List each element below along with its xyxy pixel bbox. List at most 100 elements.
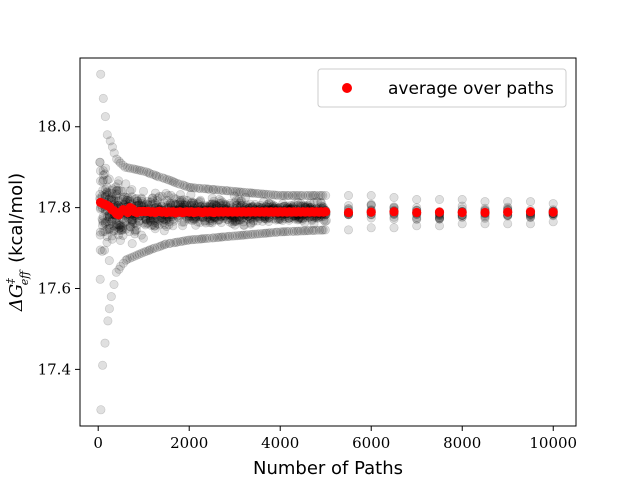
sample-point (309, 198, 319, 208)
sample-point (293, 198, 303, 208)
sample-point (200, 234, 210, 244)
sample-point (96, 176, 106, 186)
sample-point (276, 227, 286, 237)
sample-point (257, 189, 267, 199)
sample-point (164, 220, 174, 230)
sample-point (209, 233, 219, 243)
sample-point (175, 190, 185, 200)
sample-point (320, 225, 330, 235)
sample-point (246, 230, 256, 240)
sample-point (131, 225, 141, 235)
sample-point (100, 217, 110, 227)
sample-point (125, 222, 135, 232)
sample-point (175, 195, 185, 205)
sample-point (234, 195, 244, 205)
sample-point (178, 236, 188, 246)
sample-point (187, 235, 197, 245)
sample-point (139, 166, 149, 176)
sample-point (209, 196, 219, 206)
sample-point (228, 186, 238, 196)
sample-point (155, 241, 165, 251)
sample-point (112, 186, 122, 196)
sample-point (102, 175, 112, 185)
sample-point (134, 216, 144, 226)
sample-point (148, 196, 158, 206)
average-point (503, 207, 513, 217)
sample-point (412, 221, 422, 231)
sample-point (127, 185, 137, 195)
sample-point (113, 179, 123, 189)
sample-point (162, 222, 172, 232)
sample-point (152, 171, 162, 181)
sample-point (107, 186, 117, 196)
sample-point (108, 184, 118, 194)
sample-point (208, 216, 218, 226)
sample-point (266, 190, 276, 200)
average-point (389, 207, 399, 217)
sample-point (145, 245, 155, 255)
sample-point (194, 197, 204, 207)
sample-point (134, 249, 144, 259)
average-point (457, 207, 467, 218)
sample-point (132, 250, 142, 260)
sample-point (259, 189, 269, 199)
sample-point (162, 195, 172, 205)
sample-point (218, 198, 228, 208)
sample-point (343, 225, 353, 235)
sample-point (195, 183, 205, 193)
sample-point (153, 193, 163, 203)
sample-point (279, 227, 289, 237)
sample-point (109, 226, 119, 236)
x-tick-label: 0 (93, 434, 103, 452)
sample-point (102, 211, 112, 221)
sample-point (343, 191, 353, 201)
sample-point (114, 223, 124, 233)
sample-point (98, 93, 108, 103)
sample-point (309, 219, 319, 229)
sample-point (248, 217, 258, 227)
sample-point (144, 168, 154, 178)
sample-point (100, 226, 110, 236)
sample-point (98, 177, 108, 187)
sample-point (163, 191, 173, 201)
average-point (480, 207, 490, 218)
sample-point (169, 238, 179, 248)
sample-point (321, 191, 331, 201)
sample-point (114, 185, 124, 195)
sample-point (320, 216, 330, 226)
sample-point (98, 360, 108, 370)
plot-frame (79, 57, 577, 427)
sample-point (107, 231, 117, 241)
sample-point (151, 170, 161, 180)
sample-point (118, 221, 128, 231)
sample-point (230, 217, 240, 227)
sample-point (136, 166, 146, 176)
sample-point (104, 188, 114, 198)
sample-point (179, 217, 189, 227)
sample-point (104, 223, 114, 233)
sample-point (289, 226, 299, 236)
sample-point (102, 225, 112, 235)
sample-point (212, 233, 222, 243)
sample-point (126, 222, 136, 232)
sample-point (268, 228, 278, 238)
x-tick-label: 8000 (443, 434, 481, 452)
sample-point (186, 190, 196, 200)
sample-point (116, 226, 126, 236)
sample-point (115, 222, 125, 232)
sample-point (111, 218, 121, 228)
sample-point (261, 189, 271, 199)
sample-point (159, 217, 169, 227)
sample-point (105, 220, 115, 230)
y-axis-title: ΔG‡eff (kcal/mol) (4, 173, 31, 312)
sample-point (141, 246, 151, 256)
sample-point (255, 229, 265, 239)
sample-point (271, 227, 281, 237)
sample-point (100, 184, 110, 194)
sample-point (112, 185, 122, 195)
sample-point (257, 216, 267, 226)
sample-point (272, 227, 282, 237)
sample-point (104, 214, 114, 224)
sample-point (102, 217, 112, 227)
